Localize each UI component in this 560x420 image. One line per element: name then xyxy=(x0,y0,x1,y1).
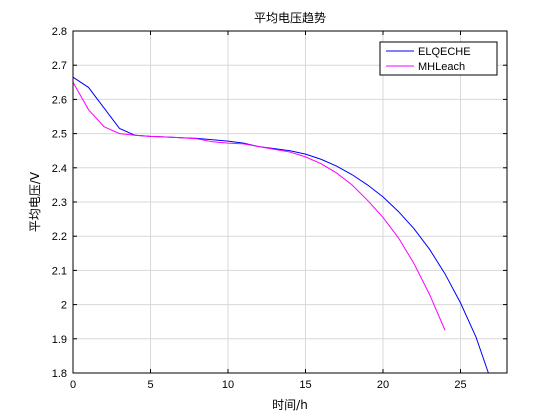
y-tick-label: 2 xyxy=(61,300,67,312)
y-tick-label: 2.5 xyxy=(52,129,67,141)
y-tick-label: 2.6 xyxy=(52,94,67,106)
y-tick-label: 2.8 xyxy=(52,26,67,38)
x-tick-label: 25 xyxy=(454,379,466,391)
chart-title: 平均电压趋势 xyxy=(254,11,326,25)
y-tick-label: 2.3 xyxy=(52,197,67,209)
x-tick-label: 5 xyxy=(147,379,153,391)
y-tick-label: 2.4 xyxy=(52,163,67,175)
legend-box xyxy=(379,41,498,76)
x-tick-label: 15 xyxy=(299,379,311,391)
y-tick-label: 1.8 xyxy=(52,368,67,380)
legend: ELQECHE MHLeach xyxy=(379,41,498,76)
series-lines xyxy=(72,76,489,374)
legend-label: ELQECHE xyxy=(418,46,471,58)
x-tick-label: 10 xyxy=(222,379,234,391)
x-tick-label: 0 xyxy=(70,379,76,391)
x-axis-title: 时间/h xyxy=(272,398,308,412)
ticks: 0 5 10 15 20 25 1.8 1.9 2 2.1 2.2 2.3 2.4 2.5 2.6 2.7 2.… xyxy=(52,26,507,391)
y-tick-label: 2.1 xyxy=(52,265,67,277)
legend-label: MHLeach xyxy=(418,61,465,73)
y-tick-label: 2.2 xyxy=(52,231,67,243)
y-tick-label: 1.9 xyxy=(52,334,67,346)
y-tick-label: 2.7 xyxy=(52,60,67,72)
grid xyxy=(72,30,507,374)
y-axis-title: 平均电压/V xyxy=(28,171,42,232)
series-line-mhleach xyxy=(72,82,446,331)
x-tick-label: 20 xyxy=(377,379,389,391)
